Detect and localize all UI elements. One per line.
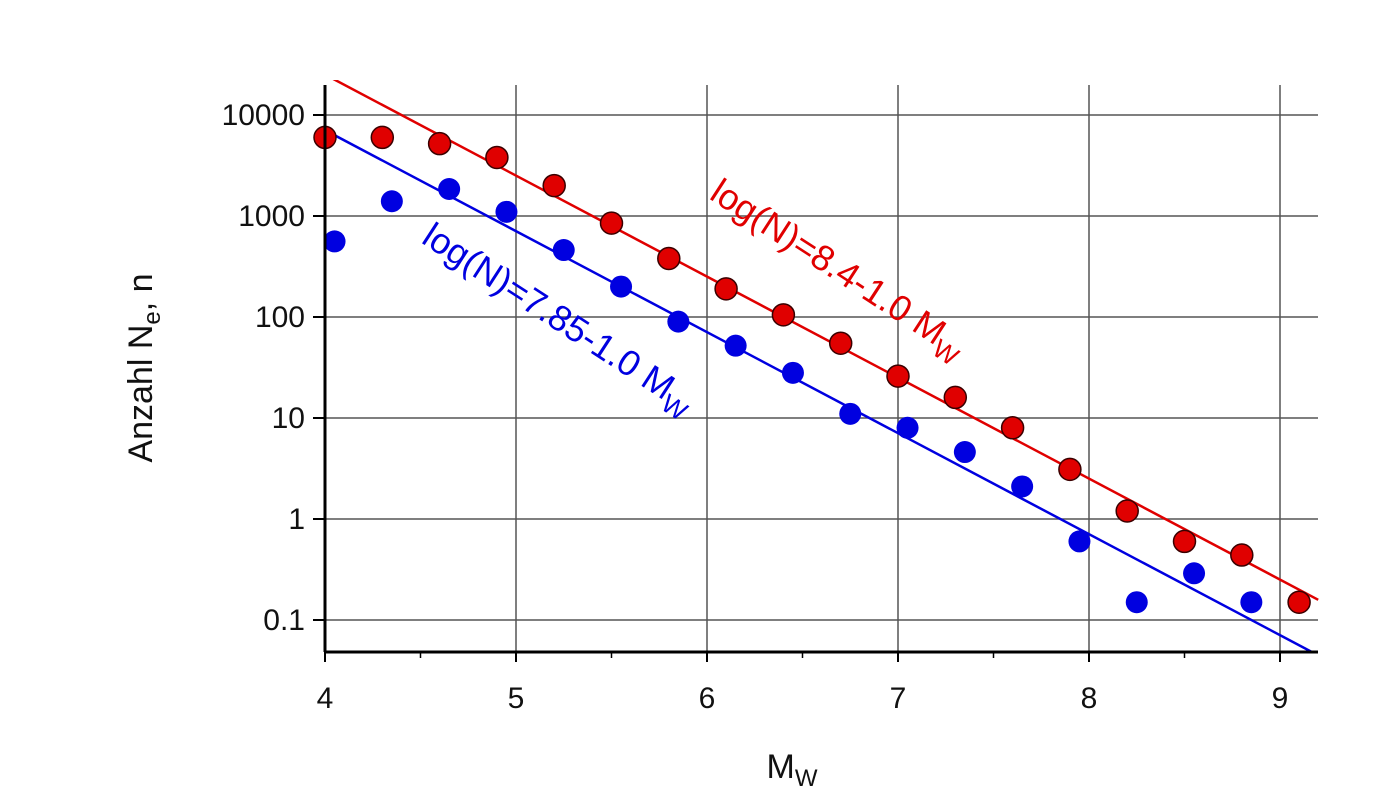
y-tick-label: 10 — [272, 402, 305, 435]
data-point-1 — [438, 178, 461, 201]
data-point-0 — [1115, 499, 1139, 523]
y-tick-label: 0.1 — [263, 604, 305, 637]
tick-labels: 4 5 6 7 8 9 0.1 1 10 100 1000 10000 — [222, 99, 1289, 715]
data-point-1 — [1068, 530, 1091, 553]
data-point-1 — [610, 275, 633, 298]
data-point-1 — [1011, 475, 1034, 498]
y-tick-label: 1000 — [238, 200, 305, 233]
data-point-0 — [370, 125, 395, 150]
data-point-0 — [714, 277, 738, 301]
data-point-0 — [1058, 457, 1082, 482]
x-tick-label: 5 — [508, 682, 525, 715]
data-points — [313, 125, 1311, 614]
data-point-0 — [485, 145, 509, 170]
data-point-1 — [724, 334, 747, 357]
data-point-1 — [839, 402, 862, 425]
data-point-1 — [495, 200, 518, 223]
data-point-0 — [657, 246, 681, 271]
y-tick-label: 100 — [255, 301, 305, 334]
data-point-1 — [781, 361, 804, 384]
fit-lines — [325, 80, 1319, 652]
y-tick-label: 10000 — [222, 99, 305, 132]
fit-line-1 — [325, 129, 1315, 652]
grid — [324, 85, 1318, 652]
data-point-1 — [896, 416, 919, 439]
data-point-0 — [1172, 529, 1197, 554]
x-tick-label: 6 — [699, 682, 716, 715]
x-tick-label: 4 — [317, 682, 334, 715]
data-point-1 — [953, 441, 976, 464]
data-point-0 — [828, 331, 853, 355]
data-point-0 — [886, 364, 910, 388]
fit-line-0 — [332, 80, 1319, 601]
data-point-1 — [1240, 591, 1263, 614]
data-point-1 — [1125, 591, 1148, 614]
x-axis-title: MW — [767, 748, 818, 792]
data-point-1 — [667, 310, 690, 333]
x-tick-label: 8 — [1081, 682, 1098, 715]
data-point-0 — [771, 303, 796, 327]
data-point-0 — [1230, 543, 1254, 567]
data-point-1 — [380, 190, 403, 213]
x-tick-label: 9 — [1272, 682, 1289, 715]
data-point-0 — [1000, 416, 1025, 440]
axes — [313, 85, 1318, 662]
data-point-1 — [323, 230, 346, 253]
data-point-0 — [542, 173, 566, 198]
y-tick-label: 1 — [288, 503, 305, 536]
data-point-0 — [943, 385, 968, 410]
x-tick-label: 7 — [890, 682, 907, 715]
y-axis-title: Anzahl Ne, n — [122, 273, 166, 462]
data-point-0 — [1287, 590, 1311, 614]
data-point-1 — [552, 239, 575, 262]
data-point-0 — [427, 131, 452, 156]
data-point-1 — [1183, 562, 1206, 585]
data-point-0 — [599, 211, 624, 235]
